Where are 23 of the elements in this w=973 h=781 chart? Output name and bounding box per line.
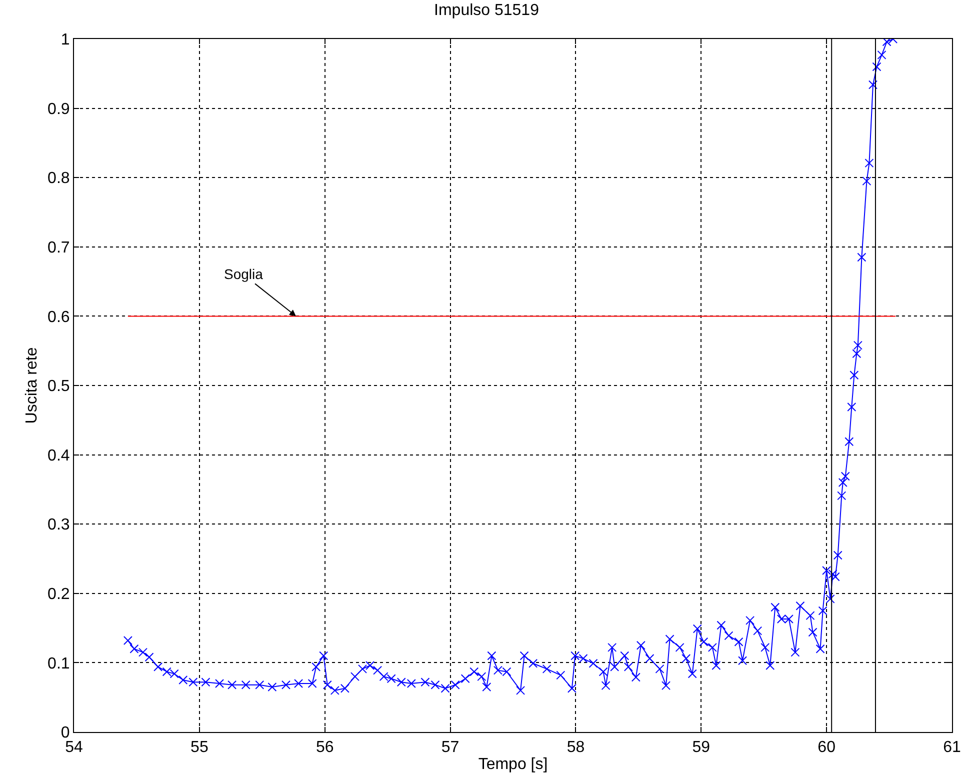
y-tick-label: 0.4 <box>48 447 70 464</box>
x-tick-label: 61 <box>943 739 961 756</box>
x-axis-title: Tempo [s] <box>478 756 548 773</box>
y-tick-label: 0 <box>60 724 70 742</box>
x-tick-label: 57 <box>441 739 460 756</box>
y-tick-label: 0.5 <box>48 378 70 396</box>
y-tick-label: 0.8 <box>48 170 70 188</box>
chart-title: Impulso 51519 <box>434 2 540 20</box>
x-tick-label: 60 <box>818 739 836 756</box>
x-tick-label: 59 <box>692 739 710 756</box>
y-tick-label: 0.2 <box>48 586 70 603</box>
x-tick-label: 58 <box>566 739 585 756</box>
y-axis-title: Uscita rete <box>23 347 40 424</box>
y-tick-label: 0.7 <box>48 240 70 256</box>
x-tick-label: 56 <box>316 739 334 756</box>
x-tick-label: 54 <box>65 739 83 756</box>
x-tick-label: 55 <box>190 739 208 756</box>
y-tick-label: 0.1 <box>48 655 70 672</box>
y-tick-label: 1 <box>60 32 70 49</box>
annotation: Soglia <box>224 266 264 282</box>
y-tick-label: 0.6 <box>48 308 70 326</box>
y-tick-label: 0.3 <box>48 516 70 534</box>
y-tick-label: 0.9 <box>48 100 70 118</box>
